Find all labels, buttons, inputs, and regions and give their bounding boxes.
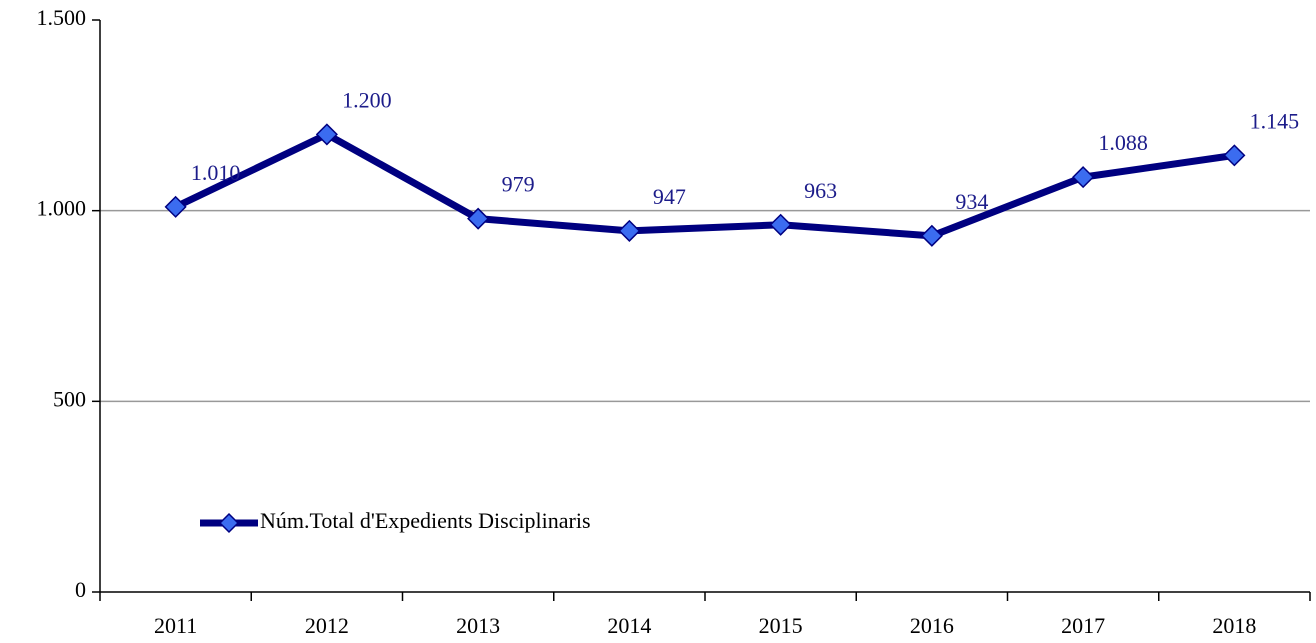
data-label: 979 xyxy=(502,172,535,197)
marker xyxy=(769,213,792,236)
y-tick-label: 0 xyxy=(75,577,86,602)
x-tick-label: 2012 xyxy=(305,613,349,638)
marker xyxy=(1223,144,1246,167)
x-tick-label: 2013 xyxy=(456,613,500,638)
x-tick-label: 2014 xyxy=(607,613,651,638)
data-label: 963 xyxy=(804,178,837,203)
data-label: 1.200 xyxy=(342,87,392,112)
y-tick-label: 500 xyxy=(53,386,86,411)
data-label: 1.088 xyxy=(1098,130,1148,155)
x-tick-label: 2015 xyxy=(759,613,803,638)
data-label: 947 xyxy=(653,184,686,209)
series-line xyxy=(174,130,1235,240)
data-label: 1.010 xyxy=(191,160,241,185)
marker xyxy=(467,207,490,230)
marker xyxy=(164,195,187,218)
legend-label: Núm.Total d'Expedients Disciplinaris xyxy=(260,508,591,533)
marker xyxy=(315,123,338,146)
marker xyxy=(1072,166,1095,189)
y-tick-label: 1.500 xyxy=(37,5,87,30)
y-tick-label: 1.000 xyxy=(37,196,87,221)
x-tick-label: 2016 xyxy=(910,613,954,638)
marker xyxy=(618,219,641,242)
data-label: 1.145 xyxy=(1250,108,1300,133)
marker xyxy=(920,224,943,247)
legend-marker xyxy=(218,512,240,534)
x-tick-label: 2017 xyxy=(1061,613,1105,638)
x-tick-label: 2018 xyxy=(1212,613,1256,638)
x-tick-label: 2011 xyxy=(154,613,197,638)
data-label: 934 xyxy=(955,189,988,214)
